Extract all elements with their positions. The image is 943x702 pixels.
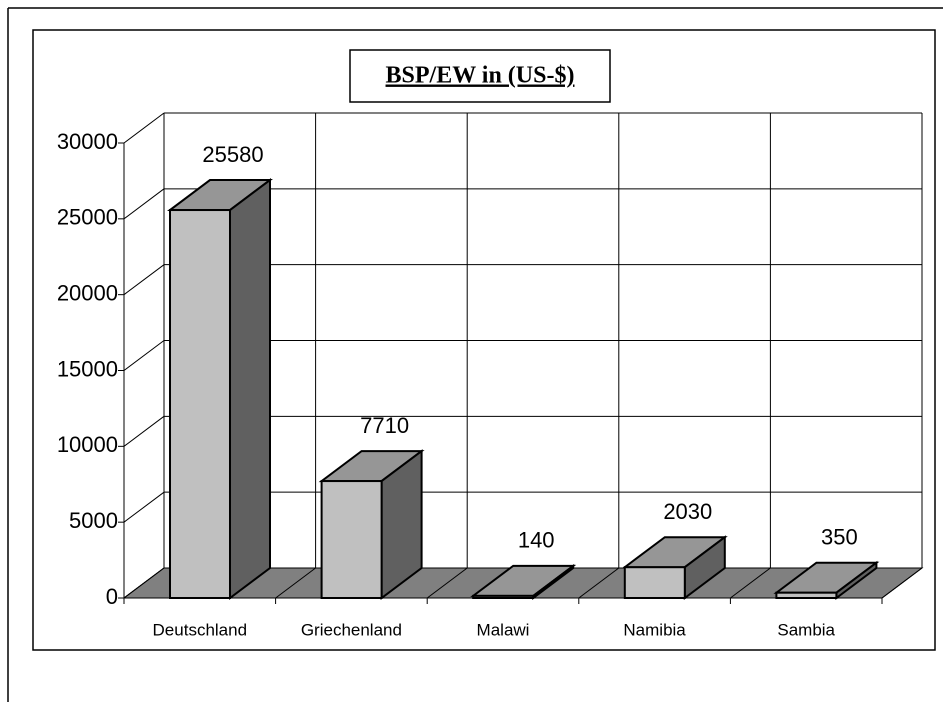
title-box (349, 49, 611, 103)
y-tick-label: 10000 (57, 432, 118, 457)
y-tick-label: 30000 (57, 129, 118, 154)
x-tick-label: Sambia (777, 620, 835, 639)
bar-side (229, 178, 271, 600)
y-tick-label: 25000 (57, 205, 118, 230)
grid-line (123, 415, 165, 447)
value-label: 140 (518, 528, 555, 553)
floor-line (881, 567, 923, 599)
x-tick-label: Namibia (623, 620, 686, 639)
y-tick-label: 15000 (57, 356, 118, 381)
floor-line (123, 567, 165, 599)
grid-line (123, 112, 165, 144)
bar (169, 209, 231, 600)
plot: 0 5000 10000 15000 20000 25000 30000 Deutschlan… (57, 112, 924, 639)
x-tick-label: Griechenland (301, 620, 402, 639)
grid-line (123, 491, 165, 523)
y-tick-label: 20000 (57, 280, 118, 305)
bar (775, 591, 838, 599)
x-tick-label: Malawi (477, 620, 530, 639)
value-label: 2030 (663, 499, 712, 524)
value-label: 350 (821, 525, 858, 550)
floor-line (730, 567, 771, 599)
grid-line (123, 264, 165, 296)
floor-line (275, 567, 316, 599)
x-tick-label: Deutschland (153, 620, 248, 639)
y-tick-label: 5000 (69, 508, 118, 533)
bar (623, 566, 686, 600)
chart-title: BSP/EW in (US-$) (386, 63, 575, 89)
value-label: 25580 (202, 142, 263, 167)
grid-line (123, 340, 165, 371)
floor-line (578, 567, 620, 599)
floor-line (426, 567, 468, 599)
value-label: 7710 (360, 413, 409, 438)
y-tick-label: 0 (106, 584, 118, 609)
grid-line (123, 188, 165, 220)
bar (320, 480, 383, 599)
bar (472, 594, 535, 599)
